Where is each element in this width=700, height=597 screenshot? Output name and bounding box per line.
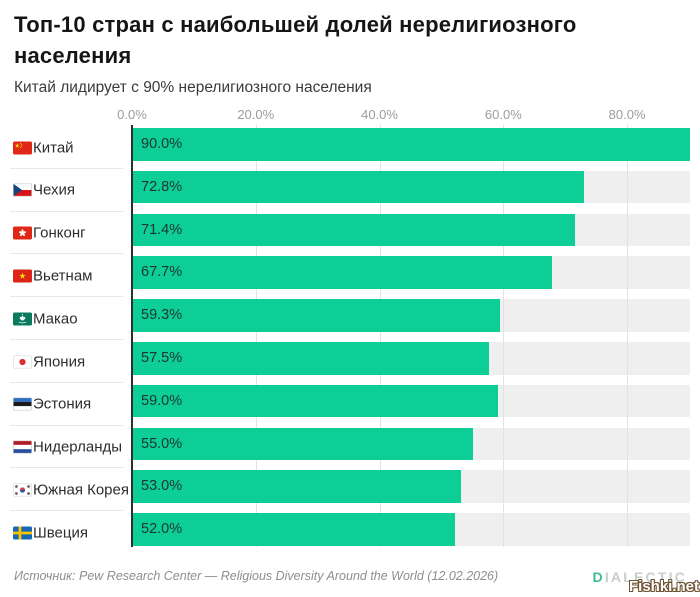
bar-value-label: 53.0% [141,478,183,495]
y-axis-line [131,125,133,547]
x-tick-label: 80.0% [608,107,646,122]
bar-value-label: 55.0% [141,435,183,452]
bar-value-label: 59.3% [141,307,183,324]
bar [133,513,455,546]
bar-value-label: 72.8% [141,178,183,195]
row-separator [10,381,123,383]
gridline [627,125,629,547]
chart-row: Китай 90.0% [0,126,700,169]
bar-chart: Китай 90.0% Чехия 72.8% Гонконг 71.4% Вьетнам 6… [0,126,700,547]
x-tick-label: 40.0% [361,107,398,122]
country-label: Макао [33,310,78,328]
row-separator [10,339,123,340]
bar [133,342,489,375]
bar [133,384,499,418]
row-separator [10,167,123,169]
bar-value-label: 59.0% [141,392,183,409]
flag-south-korea-icon [13,483,32,497]
bar-value-label: 71.4% [141,221,183,238]
bar [133,256,552,289]
bar [133,427,474,461]
chart-row: Южная Корея 53.0% [0,467,700,511]
country-label: Гонконг [33,224,86,242]
flag-macao-icon [13,312,32,326]
flag-czechia-icon [13,183,32,197]
x-axis-ticks: 0.0% 20.0% 40.0% 60.0% 80.0% [0,107,700,122]
row-separator [10,510,123,512]
source-note: Источник: Pew Research Center — Religiou… [14,569,499,583]
x-tick-label: 20.0% [237,107,275,122]
row-separator [10,467,123,469]
flag-netherlands-icon [13,440,32,454]
gridline [503,125,505,547]
country-label: Нидерланды [33,438,123,456]
page-title: Топ-10 стран с наибольшей долей нерелиги… [14,9,576,71]
country-label: Вьетнам [33,267,93,285]
chart-row: Нидерланды 55.0% [0,424,700,469]
bar-value-label: 67.7% [141,264,183,281]
chart-row: Гонконг 71.4% [0,210,700,255]
flag-hong-kong-icon [13,226,32,240]
logo-letter-d: D [592,569,605,585]
bar [133,213,575,247]
x-tick-label: 60.0% [484,107,522,122]
country-label: Китай [33,139,74,156]
country-label: Южная Корея [33,481,129,499]
title-line-2: населения [14,43,132,68]
x-tick-label: 0.0% [117,107,147,122]
chart-row: Эстония 59.0% [0,381,700,426]
bar [133,470,461,503]
row-separator [10,424,123,426]
bar-value-label: 52.0% [141,521,183,538]
country-label: Чехия [33,181,76,199]
flag-china-icon [13,141,32,154]
bar [133,170,584,204]
flag-estonia-icon [13,397,32,411]
title-line-1: Топ-10 стран с наибольшей долей нерелиги… [14,12,577,37]
gridline [255,125,257,547]
bar-value-label: 57.5% [141,350,183,366]
bar [133,128,690,161]
bar [133,299,500,332]
country-label: Швеция [33,524,88,542]
country-label: Япония [33,353,86,370]
row-separator [10,210,123,212]
chart-row: Чехия 72.8% [0,167,700,212]
country-label: Эстония [33,395,92,413]
flag-japan-icon [13,355,32,368]
chart-subtitle: Китай лидирует с 90% нерелигиозного насе… [14,79,372,96]
flag-vietnam-icon [13,269,32,283]
bar-value-label: 90.0% [141,136,183,152]
gridline [379,125,381,547]
chart-row: Япония 57.5% [0,339,700,383]
chart-row: Швеция 52.0% [0,510,700,554]
chart-row: Макао 59.3% [0,296,700,340]
flag-sweden-icon [13,526,32,540]
row-separator [10,253,123,255]
fishki-watermark: Fishki.net [628,578,699,595]
logo-rest: IALECTIC [604,569,687,585]
chart-row: Вьетнам 67.7% [0,253,700,297]
row-separator [10,296,123,298]
dialectic-logo: DIALECTIC [593,569,687,585]
